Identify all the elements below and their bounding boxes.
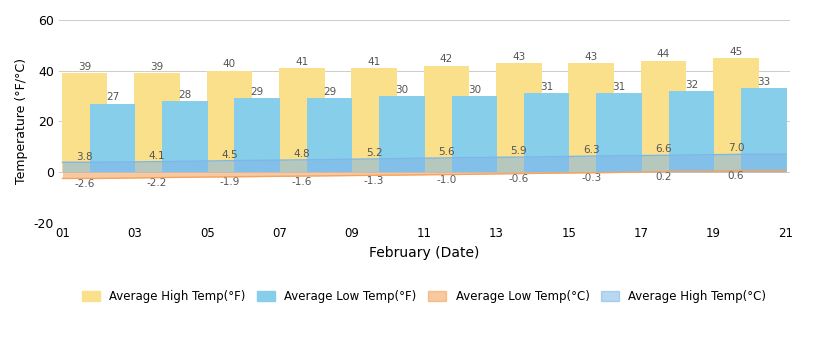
Text: 6.6: 6.6 [655, 144, 671, 155]
Bar [351, 68, 397, 172]
Bar [379, 96, 425, 172]
Text: 30: 30 [468, 85, 481, 95]
Text: 29: 29 [323, 87, 336, 97]
Bar [90, 104, 135, 172]
Bar [496, 63, 542, 172]
Text: -2.6: -2.6 [75, 179, 95, 189]
Text: 4.8: 4.8 [294, 149, 310, 159]
Bar [234, 98, 280, 172]
Text: -1.3: -1.3 [364, 176, 384, 186]
Text: 0.6: 0.6 [728, 171, 745, 181]
Text: 5.2: 5.2 [366, 148, 383, 158]
Text: 33: 33 [757, 77, 770, 87]
Text: 0.2: 0.2 [656, 172, 671, 182]
Bar [279, 68, 325, 172]
Y-axis label: Temperature (°F/°C): Temperature (°F/°C) [15, 58, 28, 184]
X-axis label: February (Date): February (Date) [369, 246, 480, 260]
Text: 27: 27 [106, 92, 120, 102]
Text: 32: 32 [685, 80, 698, 90]
Bar [596, 93, 642, 172]
Text: 45: 45 [730, 47, 743, 57]
Text: 44: 44 [657, 49, 670, 59]
Text: 6.3: 6.3 [583, 145, 599, 155]
Text: 5.9: 5.9 [510, 146, 527, 156]
Text: 42: 42 [440, 54, 453, 64]
Text: 43: 43 [584, 52, 598, 62]
Text: 3.8: 3.8 [76, 152, 93, 161]
Text: 39: 39 [78, 62, 91, 72]
Text: 43: 43 [512, 52, 525, 62]
Bar [162, 101, 208, 172]
Text: 30: 30 [395, 85, 408, 95]
Legend: Average High Temp(°F), Average Low Temp(°F), Average Low Temp(°C), Average High : Average High Temp(°F), Average Low Temp(… [77, 285, 771, 308]
Bar [452, 96, 497, 172]
Bar [423, 66, 469, 172]
Text: 40: 40 [222, 59, 236, 70]
Text: 5.6: 5.6 [438, 147, 455, 157]
Text: 29: 29 [251, 87, 264, 97]
Text: 31: 31 [540, 82, 554, 92]
Bar [641, 60, 686, 172]
Bar [669, 91, 714, 172]
Text: -1.6: -1.6 [291, 177, 312, 187]
Text: 41: 41 [295, 57, 309, 67]
Text: 31: 31 [613, 82, 626, 92]
Bar [134, 73, 180, 172]
Text: -1.0: -1.0 [437, 175, 457, 185]
Text: 4.5: 4.5 [221, 150, 237, 160]
Text: 41: 41 [368, 57, 381, 67]
Text: 28: 28 [178, 90, 192, 100]
Bar [207, 71, 252, 172]
Text: -0.6: -0.6 [509, 174, 529, 184]
Text: -1.9: -1.9 [219, 177, 240, 188]
Text: -2.2: -2.2 [147, 178, 167, 188]
Text: -0.3: -0.3 [581, 173, 601, 184]
Bar [307, 98, 353, 172]
Bar [62, 73, 107, 172]
Bar [524, 93, 569, 172]
Text: 4.1: 4.1 [149, 151, 165, 161]
Text: 39: 39 [150, 62, 164, 72]
Text: 7.0: 7.0 [728, 143, 745, 153]
Bar [713, 58, 759, 172]
Bar [741, 88, 787, 172]
Bar [569, 63, 614, 172]
